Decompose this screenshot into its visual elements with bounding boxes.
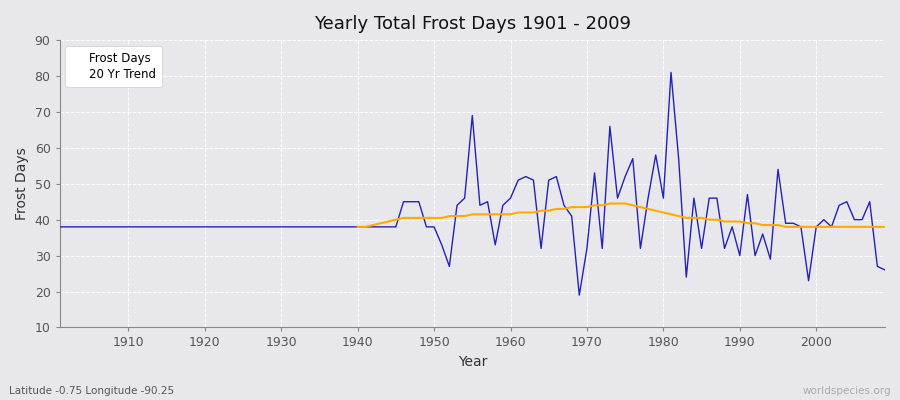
Frost Days (879, 268, 890, 272)
20 Yr Trend (513, 210, 524, 215)
20 Yr Trend (474, 212, 485, 217)
20 Yr Trend (651, 208, 661, 213)
Title: Yearly Total Frost Days 1901 - 2009: Yearly Total Frost Days 1901 - 2009 (314, 15, 631, 33)
Text: Latitude -0.75 Longitude -90.25: Latitude -0.75 Longitude -90.25 (9, 386, 174, 396)
Frost Days (574, 293, 585, 298)
X-axis label: Year: Year (457, 355, 487, 369)
Frost Days (666, 70, 677, 75)
Frost Days (505, 196, 516, 200)
20 Yr Trend (803, 224, 814, 229)
Line: 20 Yr Trend: 20 Yr Trend (357, 204, 885, 227)
20 Yr Trend (352, 224, 363, 229)
20 Yr Trend (421, 216, 432, 220)
Y-axis label: Frost Days: Frost Days (15, 147, 29, 220)
Frost Days (115, 224, 126, 229)
20 Yr Trend (879, 224, 890, 229)
Frost Days (329, 224, 340, 229)
Legend: Frost Days, 20 Yr Trend: Frost Days, 20 Yr Trend (66, 46, 162, 87)
20 Yr Trend (811, 224, 822, 229)
Frost Days (498, 203, 508, 208)
Frost Days (284, 224, 294, 229)
Line: Frost Days: Frost Days (59, 72, 885, 295)
Text: worldspecies.org: worldspecies.org (803, 386, 891, 396)
Frost Days (54, 224, 65, 229)
Frost Days (605, 124, 616, 129)
20 Yr Trend (605, 201, 616, 206)
